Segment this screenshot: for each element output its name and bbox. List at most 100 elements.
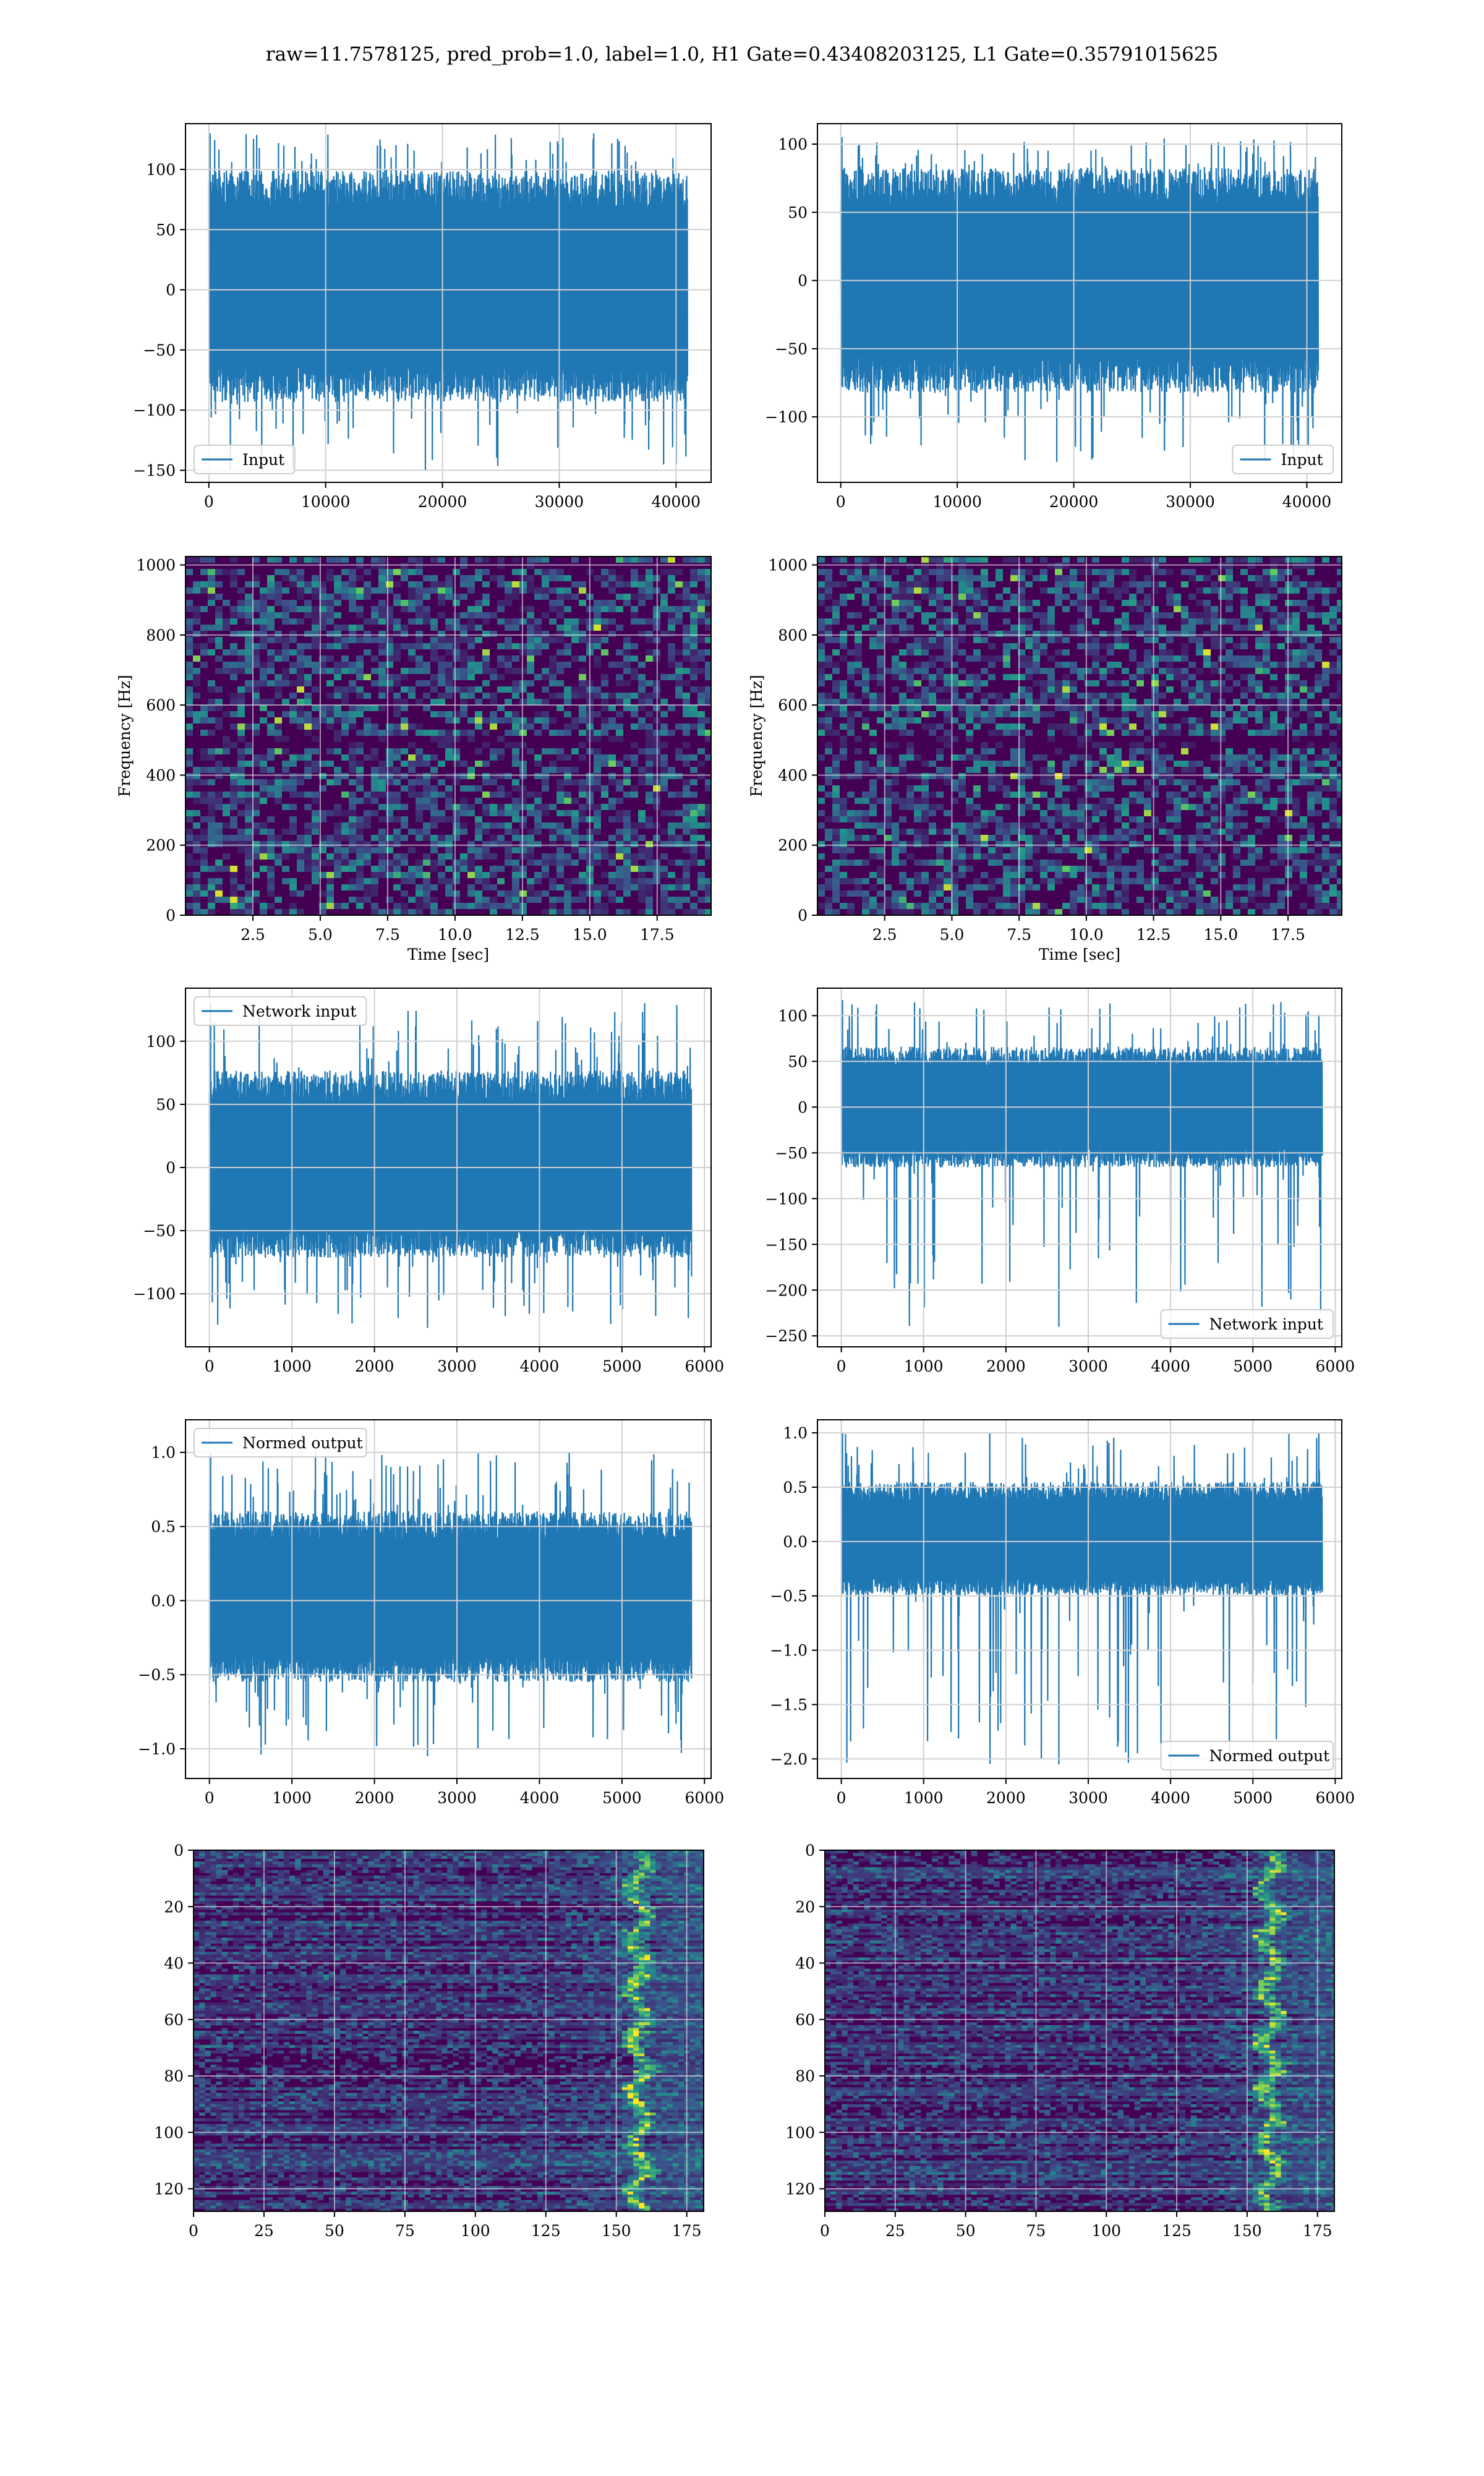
heatmap-cell: [467, 612, 475, 618]
heatmap-cell: [601, 693, 608, 699]
heatmap-cell: [467, 606, 475, 612]
heatmap-cell: [906, 563, 914, 569]
heatmap-cell: [208, 754, 215, 761]
heatmap-cell: [1240, 792, 1248, 798]
heatmap-cell: [393, 655, 401, 662]
heatmap-cell: [608, 860, 616, 866]
heatmap-cell: [944, 594, 951, 600]
heatmap-cell: [445, 847, 453, 853]
heatmap-cell: [929, 600, 936, 606]
h1-network-input-legend: Network input: [194, 997, 367, 1025]
x-tick-label: 30000: [535, 493, 584, 511]
heatmap-cell: [1085, 705, 1092, 711]
heatmap-cell: [832, 847, 840, 853]
heatmap-cell: [1159, 866, 1166, 872]
heatmap-cell: [1010, 600, 1018, 606]
heatmap-cell: [825, 748, 832, 754]
heatmap-cell: [245, 841, 252, 847]
heatmap-cell: [690, 829, 697, 835]
heatmap-cell: [393, 569, 401, 575]
heatmap-cell: [996, 606, 1003, 612]
heatmap-cell: [556, 587, 564, 594]
heatmap-cell: [542, 569, 549, 575]
heatmap-cell: [840, 655, 847, 662]
heatmap-cell: [1329, 668, 1337, 674]
heatmap-cell: [267, 829, 275, 835]
heatmap-cell: [1181, 606, 1188, 612]
heatmap-cell: [1062, 835, 1070, 841]
heatmap-cell: [549, 606, 556, 612]
heatmap-cell: [1277, 557, 1285, 563]
heatmap-cell: [1226, 705, 1233, 711]
heatmap-cell: [825, 767, 832, 773]
heatmap-cell: [223, 711, 230, 717]
heatmap-cell: [1196, 847, 1203, 853]
heatmap-cell: [1322, 804, 1329, 810]
heatmap-cell: [245, 909, 252, 915]
heatmap-cell: [1255, 625, 1263, 631]
heatmap-cell: [371, 903, 378, 909]
heatmap-cell: [260, 637, 267, 643]
heatmap-cell: [594, 822, 601, 829]
heatmap-cell: [1062, 637, 1070, 643]
heatmap-cell: [1233, 655, 1240, 662]
heatmap-cell: [1070, 686, 1077, 693]
heatmap-cell: [1329, 798, 1337, 804]
heatmap-cell: [267, 581, 275, 587]
heatmap-cell: [453, 618, 460, 625]
heatmap-cell: [1099, 798, 1107, 804]
heatmap-cell: [401, 903, 408, 909]
heatmap-cell: [275, 581, 282, 587]
heatmap-cell: [223, 866, 230, 872]
heatmap-cell: [1151, 909, 1159, 915]
heatmap-cell: [215, 829, 223, 835]
heatmap-cell: [1270, 754, 1277, 761]
heatmap-cell: [1181, 705, 1188, 711]
heatmap-cell: [556, 649, 564, 655]
heatmap-cell: [1300, 903, 1307, 909]
heatmap-cell: [1047, 835, 1055, 841]
heatmap-cell: [1136, 587, 1144, 594]
heatmap-cell: [817, 587, 825, 594]
heatmap-cell: [556, 754, 564, 761]
heatmap-cell: [260, 779, 267, 785]
heatmap-cell: [1025, 674, 1033, 680]
heatmap-cell: [1025, 662, 1033, 668]
heatmap-cell: [267, 699, 275, 705]
heatmap-cell: [690, 705, 697, 711]
heatmap-cell: [1114, 903, 1122, 909]
heatmap-cell: [966, 717, 973, 724]
h1-network-input-series-core: [210, 1119, 691, 1213]
heatmap-cell: [631, 693, 638, 699]
heatmap-cell: [646, 754, 653, 761]
heatmap-cell: [877, 655, 884, 662]
heatmap-cell: [304, 767, 312, 773]
heatmap-cell: [1233, 754, 1240, 761]
heatmap-cell: [453, 860, 460, 866]
heatmap-cell: [1263, 773, 1270, 779]
heatmap-cell: [832, 872, 840, 878]
heatmap-cell: [1203, 798, 1211, 804]
heatmap-cell: [1203, 693, 1211, 699]
heatmap-cell: [208, 866, 215, 872]
heatmap-cell: [490, 903, 497, 909]
heatmap-cell: [1151, 557, 1159, 563]
heatmap-cell: [1188, 792, 1196, 798]
heatmap-cell: [929, 878, 936, 884]
heatmap-cell: [623, 890, 631, 897]
heatmap-cell: [847, 594, 855, 600]
heatmap-cell: [1196, 575, 1203, 581]
heatmap-cell: [966, 754, 973, 761]
heatmap-cell: [1092, 581, 1099, 587]
heatmap-cell: [534, 816, 542, 822]
heatmap-cell: [282, 637, 289, 643]
heatmap-cell: [855, 637, 862, 643]
heatmap-cell: [1070, 717, 1077, 724]
heatmap-cell: [1300, 878, 1307, 884]
heatmap-cell: [697, 575, 705, 581]
heatmap-cell: [1203, 903, 1211, 909]
heatmap-cell: [497, 643, 505, 649]
heatmap-cell: [326, 748, 334, 754]
heatmap-cell: [1151, 587, 1159, 594]
heatmap-cell: [944, 810, 951, 816]
